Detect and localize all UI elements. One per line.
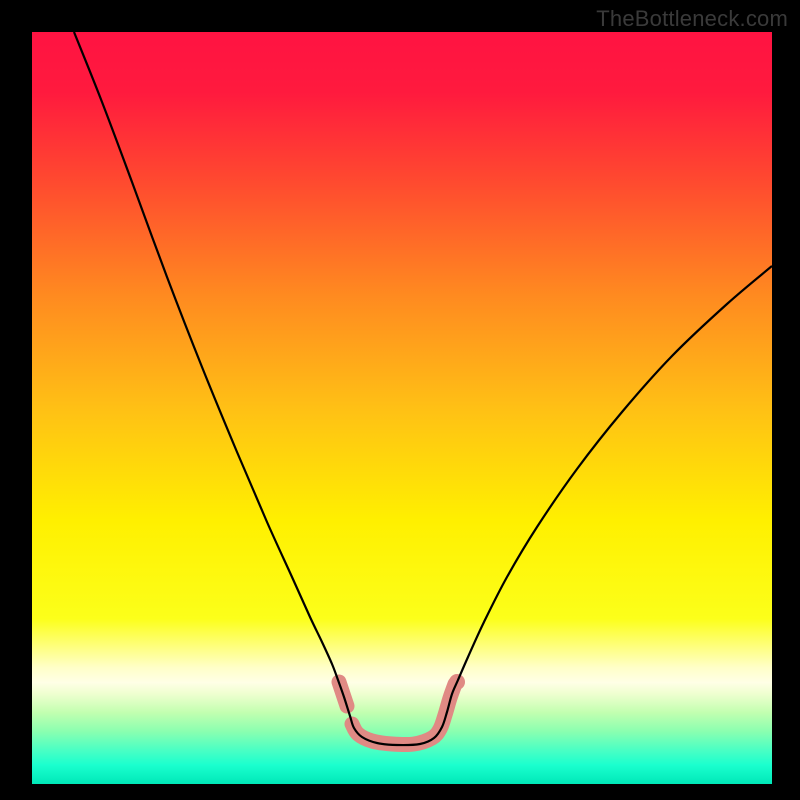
chart-background [32,32,772,784]
watermark-text: TheBottleneck.com [596,6,788,32]
outer-frame: TheBottleneck.com [0,0,800,800]
plot-area [32,32,772,784]
chart-svg [32,32,772,784]
